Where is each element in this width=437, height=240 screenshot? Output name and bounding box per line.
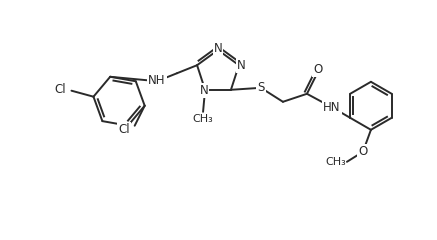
Text: O: O [313, 63, 323, 76]
Text: CH₃: CH₃ [325, 157, 346, 167]
Text: Cl: Cl [118, 123, 130, 136]
Text: N: N [200, 84, 208, 97]
Text: NH: NH [148, 74, 166, 87]
Text: N: N [214, 42, 222, 55]
Text: Cl: Cl [55, 83, 66, 96]
Text: CH₃: CH₃ [193, 114, 213, 124]
Text: O: O [358, 145, 368, 158]
Text: S: S [257, 81, 265, 94]
Text: HN: HN [323, 101, 341, 114]
Text: N: N [236, 59, 245, 72]
